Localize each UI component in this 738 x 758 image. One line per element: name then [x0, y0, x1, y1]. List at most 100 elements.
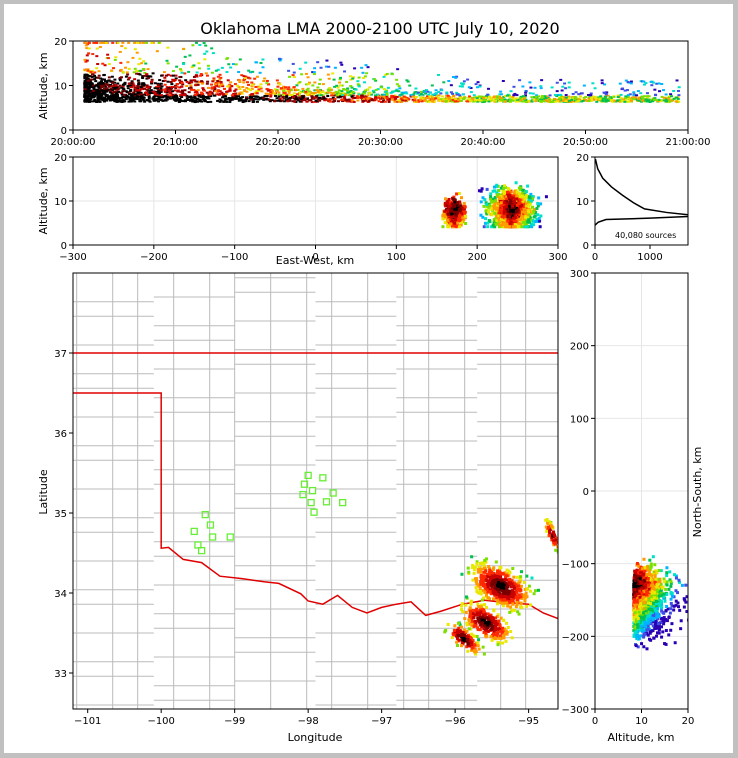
- plan-view-source: [517, 593, 521, 597]
- altitude-time-source: [190, 66, 194, 69]
- plan-view-source: [485, 579, 489, 583]
- altitude-time-source: [291, 74, 295, 77]
- altitude-time-source: [107, 79, 111, 82]
- altitude-time-source: [170, 83, 174, 86]
- altitude-time-source: [519, 95, 523, 98]
- altitude-time-source: [157, 86, 161, 89]
- altitude-time-source: [285, 96, 289, 99]
- altitude-eastwest-source: [489, 195, 493, 199]
- altitude-eastwest-source: [508, 209, 512, 213]
- altitude-eastwest-source: [497, 193, 501, 197]
- altitude-time-source: [114, 98, 118, 101]
- altitude-eastwest-source: [446, 216, 450, 220]
- altitude-time-source: [305, 83, 309, 86]
- altitude-time-source: [110, 69, 114, 72]
- altitude-time-source: [165, 59, 169, 62]
- altitude-eastwest-source: [532, 209, 536, 213]
- altitude-time-source: [599, 95, 603, 98]
- altitude-time-source: [655, 99, 659, 102]
- altitude-time-source: [290, 89, 294, 92]
- altitude-time-source: [166, 62, 170, 65]
- altitude-time-source: [189, 79, 193, 82]
- altitude-time-source: [221, 85, 225, 88]
- altitude-time-source: [144, 62, 148, 65]
- altitude-time-source: [296, 89, 300, 92]
- altitude-eastwest-source: [479, 213, 483, 217]
- altitude-time-source: [139, 97, 143, 100]
- altitude-time-source: [387, 97, 391, 100]
- altitude-time-source: [454, 76, 458, 79]
- altitude-time-source: [128, 76, 132, 79]
- altitude-time-source: [251, 101, 255, 104]
- altitude-time-source: [106, 89, 110, 92]
- altitude-time-source: [655, 82, 659, 85]
- altitude-eastwest-source: [521, 188, 525, 192]
- altitude-eastwest-source: [446, 208, 450, 212]
- altitude-time-source: [588, 98, 592, 101]
- altitude-time-source: [598, 98, 602, 101]
- altitude-time-source: [641, 97, 645, 100]
- altitude-time-source: [205, 97, 209, 100]
- altitude-time-source: [94, 88, 98, 91]
- altitude-time-source: [455, 91, 459, 94]
- altitude-eastwest-source: [509, 209, 513, 213]
- altitude-time-source: [204, 72, 208, 75]
- altitude-eastwest-source: [535, 217, 539, 221]
- altitude-time-source: [340, 90, 344, 93]
- altitude-time-source: [404, 99, 408, 102]
- altitude-eastwest-source: [507, 188, 511, 192]
- altitude-time-source: [120, 76, 124, 79]
- plan-view-source: [485, 593, 489, 597]
- plan-view-source: [484, 635, 488, 639]
- altitude-time-source: [133, 78, 137, 81]
- plan-view-source: [490, 580, 494, 584]
- altitude-time-source: [141, 76, 145, 79]
- altitude-time-source: [524, 91, 528, 94]
- altitude-time-source: [667, 98, 671, 101]
- altitude-eastwest-source: [464, 214, 468, 218]
- altitude-time-source: [257, 89, 261, 92]
- altitude-time-source: [421, 97, 425, 100]
- altitude-eastwest-source: [446, 225, 450, 229]
- altitude-time-source: [245, 96, 249, 99]
- altitude-time-source: [514, 97, 518, 100]
- altitude-time-source: [623, 97, 627, 100]
- plan-view-source: [494, 560, 498, 564]
- altitude-time-source: [180, 91, 184, 94]
- altitude-time-source: [180, 85, 184, 88]
- altitude-time-source: [560, 89, 564, 92]
- altitude-histogram-plot: [595, 159, 688, 226]
- altitude-time-source: [124, 75, 128, 78]
- altitude-time-source: [283, 94, 287, 97]
- altitude-eastwest-source: [455, 201, 459, 205]
- altitude-time-source: [261, 97, 265, 100]
- altitude-time-source: [178, 97, 182, 100]
- altitude-eastwest-source: [505, 212, 509, 216]
- altitude-time-source: [539, 87, 543, 90]
- altitude-time-source: [292, 71, 296, 74]
- altitude-time-source: [99, 89, 103, 92]
- altitude-time-source: [321, 93, 325, 96]
- altitude-eastwest-source: [525, 195, 529, 199]
- altitude-time-source: [129, 82, 133, 85]
- altitude-eastwest-source: [493, 222, 497, 226]
- plan-view-source: [460, 604, 464, 608]
- altitude-time-source: [384, 90, 388, 93]
- plan-view-source: [521, 594, 525, 598]
- altitude-time-source: [521, 95, 525, 98]
- plan-view-source: [489, 635, 493, 639]
- altitude-time-source: [246, 88, 250, 91]
- plan-view-source: [496, 613, 500, 617]
- altitude-time-source: [85, 54, 89, 57]
- altitude-time-source: [239, 99, 243, 102]
- plan-view-source: [470, 565, 474, 569]
- altitude-time-source: [218, 92, 222, 95]
- altitude-time-source: [301, 95, 305, 98]
- altitude-time-source: [646, 95, 650, 98]
- altitude-time-source: [183, 99, 187, 102]
- plan-view-source: [497, 591, 501, 595]
- altitude-time-source: [519, 99, 523, 102]
- plan-view-source: [499, 600, 503, 604]
- altitude-eastwest-source: [515, 203, 519, 207]
- altitude-time-source: [237, 86, 241, 89]
